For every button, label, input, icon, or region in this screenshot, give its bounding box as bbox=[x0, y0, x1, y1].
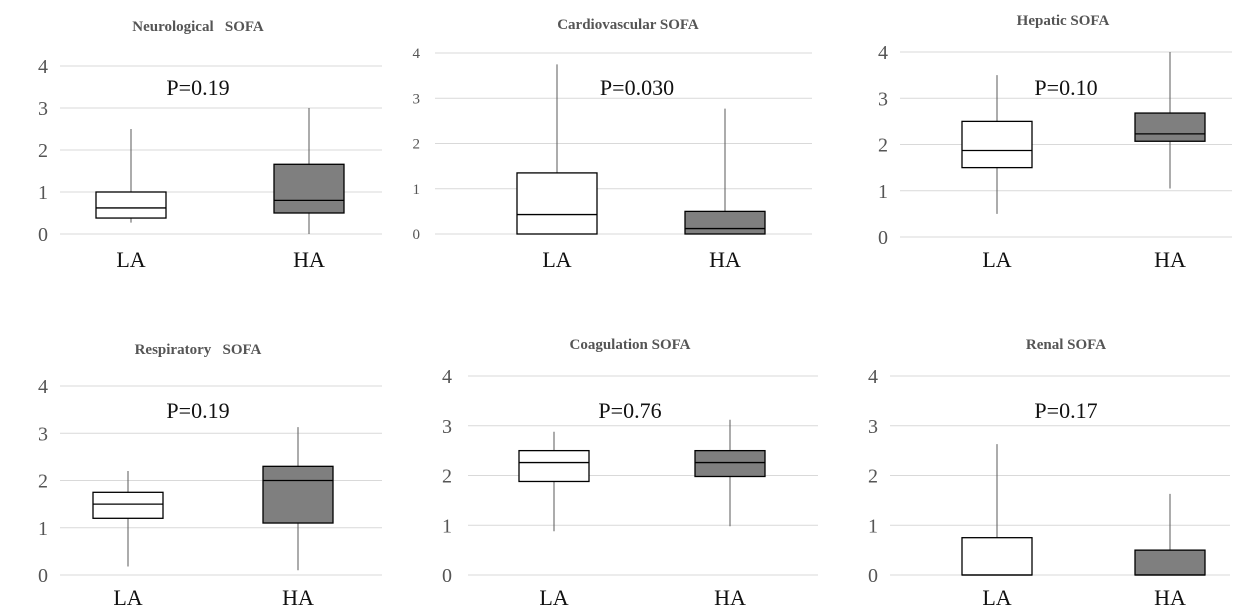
p-value-annotation: P=0.76 bbox=[598, 398, 661, 423]
y-tick-label: 2 bbox=[38, 140, 48, 162]
chart-panel-1: 0 1 2 3 4 Neurological SOFA P=0.19 LA HA bbox=[38, 19, 382, 272]
x-category-label: LA bbox=[982, 585, 1011, 606]
y-tick-label: 0 bbox=[442, 565, 452, 587]
y-tick-label: 0 bbox=[413, 227, 421, 243]
p-value-annotation: P=0.17 bbox=[1034, 398, 1097, 423]
y-tick-label: 3 bbox=[413, 91, 421, 107]
chart-panel-3: 0 1 2 3 4 Hepatic SOFA P=0.10 LA HA bbox=[878, 13, 1232, 272]
y-tick-label: 0 bbox=[38, 565, 48, 587]
y-tick-label: 2 bbox=[442, 466, 452, 488]
box-iqr bbox=[1134, 549, 1206, 576]
p-value-annotation: P=0.030 bbox=[600, 75, 674, 100]
box-iqr bbox=[694, 449, 766, 478]
y-tick-label: 1 bbox=[413, 182, 421, 198]
x-category-label: HA bbox=[282, 585, 314, 606]
panel-title: Cardiovascular SOFA bbox=[557, 17, 699, 33]
box-iqr bbox=[273, 163, 345, 214]
y-tick-label: 2 bbox=[878, 135, 888, 157]
box-la bbox=[95, 129, 167, 223]
x-category-label: HA bbox=[1154, 247, 1186, 272]
y-tick-label: 1 bbox=[38, 182, 48, 204]
x-category-label: HA bbox=[293, 247, 325, 272]
box-iqr bbox=[684, 210, 766, 235]
box-la bbox=[92, 471, 164, 567]
box-la bbox=[961, 75, 1033, 214]
p-value-annotation: P=0.19 bbox=[166, 75, 229, 100]
panel-title: Renal SOFA bbox=[1026, 337, 1106, 353]
chart-panel-6: 0 1 2 3 4 Renal SOFA P=0.17 LA HA bbox=[868, 337, 1230, 606]
y-tick-label: 1 bbox=[868, 515, 878, 537]
box-iqr bbox=[516, 172, 598, 235]
box-la bbox=[961, 444, 1033, 576]
y-tick-label: 4 bbox=[442, 366, 452, 388]
y-tick-label: 4 bbox=[868, 366, 878, 388]
box-iqr bbox=[961, 537, 1033, 576]
box-iqr bbox=[92, 491, 164, 519]
y-tick-label: 1 bbox=[878, 181, 888, 203]
x-category-label: LA bbox=[539, 585, 568, 606]
x-category-label: HA bbox=[709, 247, 741, 272]
y-tick-label: 4 bbox=[38, 376, 48, 398]
x-category-label: LA bbox=[542, 247, 571, 272]
box-la bbox=[516, 64, 598, 235]
y-tick-label: 3 bbox=[878, 88, 888, 110]
y-tick-label: 2 bbox=[413, 137, 421, 153]
y-tick-label: 4 bbox=[413, 46, 421, 62]
panel-title: Hepatic SOFA bbox=[1017, 13, 1110, 29]
y-tick-label: 3 bbox=[442, 416, 452, 438]
box-iqr bbox=[1134, 112, 1206, 142]
box-la bbox=[518, 431, 590, 532]
y-tick-label: 3 bbox=[868, 416, 878, 438]
box-ha bbox=[273, 108, 345, 234]
box-iqr bbox=[961, 120, 1033, 169]
y-tick-label: 2 bbox=[868, 466, 878, 488]
y-tick-label: 0 bbox=[38, 224, 48, 246]
y-tick-label: 0 bbox=[868, 565, 878, 587]
box-ha bbox=[1134, 52, 1206, 189]
y-tick-label: 3 bbox=[38, 423, 48, 445]
box-ha bbox=[262, 427, 334, 571]
chart-panel-5: 0 1 2 3 4 Coagulation SOFA P=0.76 LA HA bbox=[442, 337, 818, 606]
box-ha bbox=[1134, 493, 1206, 576]
panel-title: Neurological SOFA bbox=[132, 19, 264, 35]
y-tick-label: 4 bbox=[878, 42, 888, 64]
y-tick-label: 4 bbox=[38, 56, 48, 78]
x-category-label: LA bbox=[982, 247, 1011, 272]
box-ha bbox=[694, 419, 766, 527]
p-value-annotation: P=0.19 bbox=[166, 398, 229, 423]
box-iqr bbox=[262, 465, 334, 524]
y-tick-label: 2 bbox=[38, 471, 48, 493]
chart-panel-4: 0 1 2 3 4 Respiratory SOFA P=0.19 LA HA bbox=[38, 342, 382, 606]
box-ha bbox=[684, 108, 766, 235]
p-value-annotation: P=0.10 bbox=[1034, 75, 1097, 100]
chart-panel-2: 0 1 2 3 4 Cardiovascular SOFA P=0.030 LA HA bbox=[413, 17, 812, 272]
box-iqr bbox=[95, 191, 167, 219]
y-tick-label: 1 bbox=[442, 515, 452, 537]
x-category-label: HA bbox=[714, 585, 746, 606]
box-iqr bbox=[518, 449, 590, 483]
panel-title: Coagulation SOFA bbox=[570, 337, 691, 353]
x-category-label: LA bbox=[113, 585, 142, 606]
panel-title: Respiratory SOFA bbox=[135, 342, 262, 358]
x-category-label: LA bbox=[116, 247, 145, 272]
y-tick-label: 0 bbox=[878, 227, 888, 249]
y-tick-label: 1 bbox=[38, 518, 48, 540]
x-category-label: HA bbox=[1154, 585, 1186, 606]
y-tick-label: 3 bbox=[38, 98, 48, 120]
